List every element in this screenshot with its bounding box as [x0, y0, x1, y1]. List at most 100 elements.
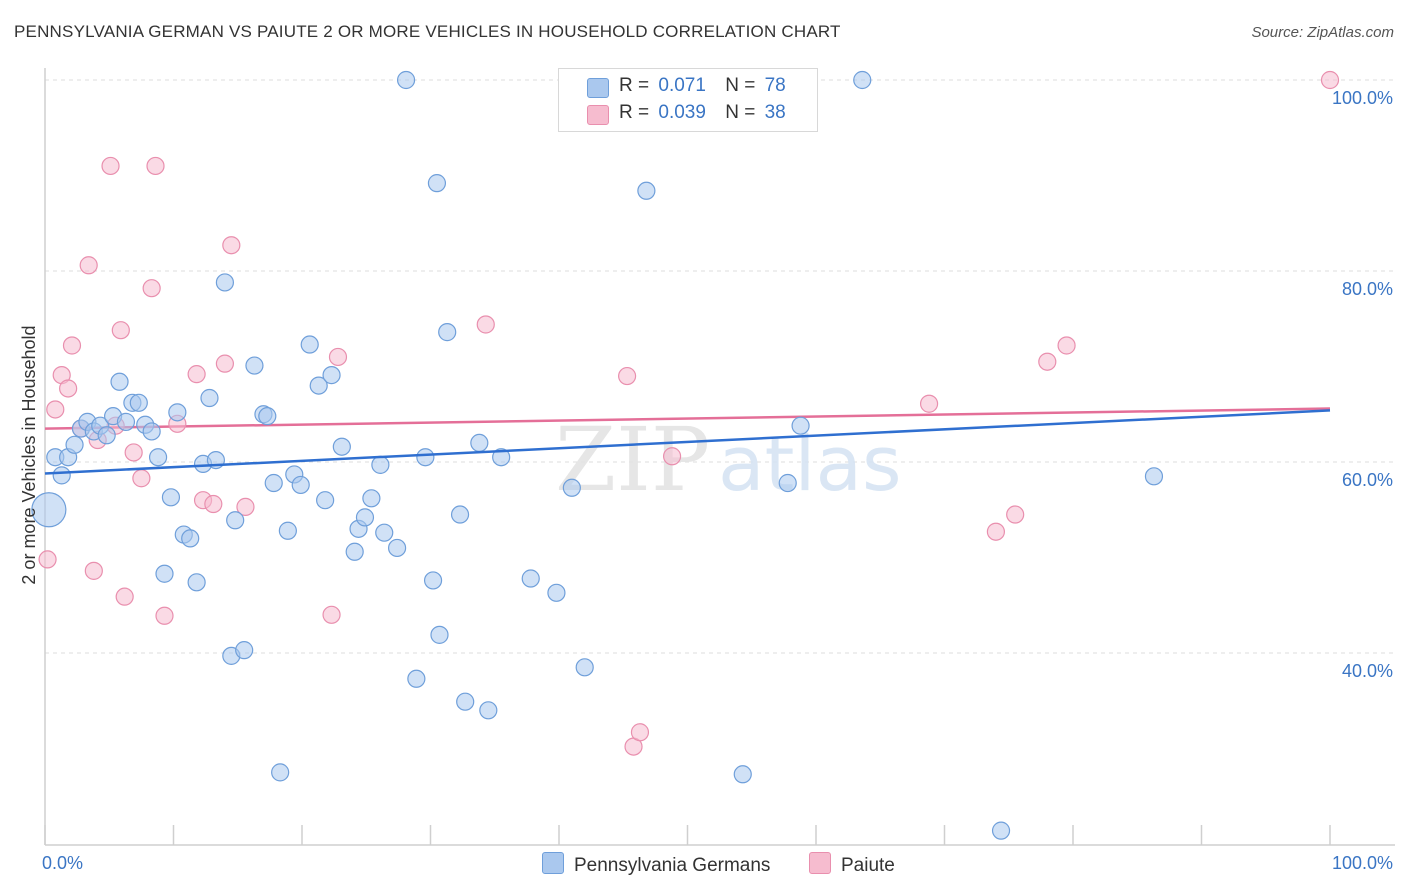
data-point-pennsylvania-germans	[110, 372, 129, 391]
data-point-pennsylvania-germans	[258, 407, 277, 426]
x-tick-label: 0.0%	[42, 853, 83, 873]
y-tick-label: 60.0%	[1342, 470, 1393, 490]
data-point-paiute	[124, 443, 143, 462]
data-point-pennsylvania-germans	[492, 448, 511, 467]
data-point-paiute	[1006, 505, 1025, 524]
data-point-paiute	[986, 522, 1006, 541]
legend-r-value: 0.071	[658, 75, 706, 96]
data-point-pennsylvania-germans	[322, 365, 341, 385]
data-point-paiute	[1057, 336, 1076, 355]
data-point-pennsylvania-germans	[456, 692, 475, 711]
data-point-pennsylvania-germans	[733, 765, 752, 784]
data-point-pennsylvania-germans	[161, 488, 181, 507]
data-point-pennsylvania-germans	[427, 174, 447, 193]
data-point-pennsylvania-germans	[991, 821, 1011, 840]
data-point-pennsylvania-germans	[142, 422, 161, 441]
data-point-paiute	[62, 336, 82, 355]
y-axis-label: 2 or more Vehicles in Household	[19, 325, 39, 584]
watermark: ZIP atlas	[555, 408, 902, 511]
data-point-pennsylvania-germans	[637, 181, 656, 200]
trend-lines	[44, 407, 1331, 430]
data-point-pennsylvania-germans	[226, 511, 245, 530]
legend-swatch-pink	[587, 105, 609, 125]
data-point-pennsylvania-germans	[264, 473, 283, 493]
data-point-pennsylvania-germans	[97, 426, 116, 445]
x-tick-label: 100.0%	[1332, 853, 1393, 873]
data-point-paiute	[476, 315, 495, 334]
data-point-pennsylvania-germans	[155, 564, 174, 583]
data-point-pennsylvania-germans	[375, 523, 394, 542]
legend-swatch-blue	[587, 78, 609, 98]
data-point-paiute	[84, 561, 103, 580]
data-point-pennsylvania-germans	[187, 573, 206, 592]
data-point-pennsylvania-germans	[396, 70, 416, 90]
data-point-paiute	[662, 447, 682, 466]
data-point-pennsylvania-germans	[309, 376, 328, 395]
legend-n-value: 38	[764, 102, 786, 123]
data-point-pennsylvania-germans	[521, 569, 540, 588]
data-point-paiute	[46, 400, 65, 419]
chart-title: PENNSYLVANIA GERMAN VS PAIUTE 2 OR MORE …	[14, 22, 841, 41]
data-point-pennsylvania-germans	[291, 475, 310, 495]
data-point-paiute	[618, 366, 637, 386]
data-point-pennsylvania-germans	[355, 508, 375, 527]
data-point-pennsylvania-germans	[148, 448, 168, 467]
legend-label: Pennsylvania Germans	[574, 855, 771, 876]
data-point-paiute	[142, 279, 161, 298]
data-point-paiute	[328, 347, 348, 367]
legend-n-label: N =	[725, 75, 756, 96]
data-point-pennsylvania-germans	[416, 448, 435, 467]
data-point-paiute	[59, 379, 78, 398]
series-legend: Pennsylvania Germans Paiute	[0, 852, 1406, 880]
data-point-pennsylvania-germans	[547, 583, 566, 602]
legend: R = 0.071 N = 78 R = 0.039 N = 38	[558, 68, 818, 132]
data-point-paiute	[322, 605, 341, 624]
tick-labels: 40.0% 60.0% 80.0% 100.0% 0.0% 100.0%	[42, 88, 1393, 873]
data-point-pennsylvania-germans	[470, 433, 489, 452]
legend-swatch	[542, 852, 564, 874]
legend-r-label: R =	[619, 75, 650, 96]
data-point-paiute	[1038, 352, 1057, 371]
legend-n-label: N =	[725, 102, 756, 123]
data-point-pennsylvania-germans	[245, 356, 264, 375]
data-point-paiute	[38, 550, 57, 569]
data-point-paiute	[919, 394, 939, 413]
data-point-pennsylvania-germans	[778, 473, 797, 493]
axes	[44, 68, 1395, 846]
data-point-pennsylvania-germans	[562, 478, 581, 497]
data-point-paiute	[222, 236, 241, 255]
data-point-pennsylvania-germans	[479, 701, 498, 720]
data-point-pennsylvania-germans	[181, 529, 200, 548]
legend-r-label: R =	[619, 102, 650, 123]
legend-item-pennsylvania-germans: Pennsylvania Germans	[542, 852, 770, 877]
trend-line-paiute	[44, 407, 1331, 430]
data-point-pennsylvania-germans	[316, 491, 335, 510]
data-point-pennsylvania-germans	[345, 542, 364, 561]
source-label: Source: ZipAtlas.com	[1251, 24, 1394, 41]
data-point-pennsylvania-germans	[168, 403, 187, 422]
legend-r-value: 0.039	[658, 102, 706, 123]
data-point-paiute	[155, 606, 174, 625]
legend-label: Paiute	[841, 855, 895, 876]
data-point-pennsylvania-germans	[450, 505, 470, 524]
data-point-paiute	[1320, 70, 1340, 90]
data-point-paiute	[146, 156, 165, 176]
data-point-pennsylvania-germans	[215, 273, 234, 292]
data-point-pennsylvania-germans	[65, 435, 84, 454]
legend-item-paiute: Paiute	[809, 852, 895, 877]
data-point-pennsylvania-germans	[791, 416, 810, 435]
data-point-paiute	[630, 723, 650, 742]
data-point-paiute	[111, 321, 130, 340]
data-point-pennsylvania-germans	[371, 455, 390, 474]
data-point-pennsylvania-germans	[1144, 467, 1164, 486]
data-point-paiute	[187, 365, 206, 384]
data-point-pennsylvania-germans	[116, 412, 136, 431]
data-point-pennsylvania-germans	[278, 521, 297, 540]
trend-line-pennsylvania-germans	[44, 409, 1331, 475]
data-point-pennsylvania-germans	[387, 538, 407, 558]
data-point-pennsylvania-germans	[332, 437, 351, 456]
data-point-paiute	[115, 587, 134, 606]
data-point-pennsylvania-germans	[853, 70, 872, 90]
data-point-pennsylvania-germans	[362, 489, 381, 508]
